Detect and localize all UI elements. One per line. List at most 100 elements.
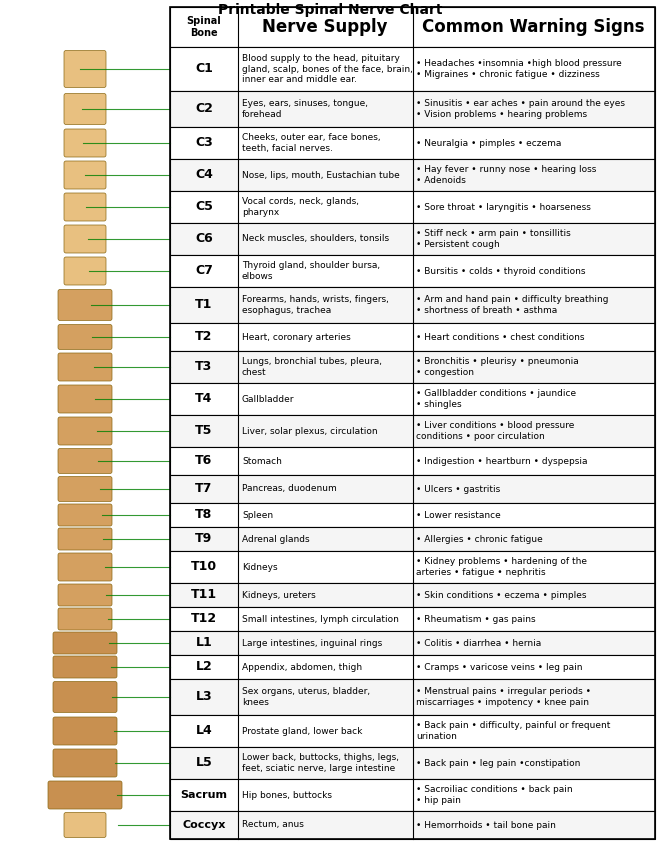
Text: • Hay fever • runny nose • hearing loss
• Adenoids: • Hay fever • runny nose • hearing loss … — [416, 165, 597, 184]
Text: Lower back, buttocks, thighs, legs,
feet, sciatic nerve, large intestine: Lower back, buttocks, thighs, legs, feet… — [242, 754, 399, 773]
Text: Gallbladder: Gallbladder — [242, 395, 294, 403]
FancyBboxPatch shape — [170, 159, 655, 191]
Text: Nerve Supply: Nerve Supply — [263, 18, 388, 36]
FancyBboxPatch shape — [170, 447, 655, 475]
Text: T12: T12 — [191, 612, 217, 626]
FancyBboxPatch shape — [170, 679, 655, 715]
FancyBboxPatch shape — [170, 655, 655, 679]
FancyBboxPatch shape — [48, 781, 122, 809]
Text: Eyes, ears, sinuses, tongue,
forehead: Eyes, ears, sinuses, tongue, forehead — [242, 99, 368, 119]
FancyBboxPatch shape — [64, 225, 106, 253]
FancyBboxPatch shape — [58, 449, 112, 473]
Text: Blood supply to the head, pituitary
gland, scalp, bones of the face, brain,
inne: Blood supply to the head, pituitary glan… — [242, 54, 412, 84]
FancyBboxPatch shape — [64, 257, 106, 285]
Text: Large intestines, inguinal rings: Large intestines, inguinal rings — [242, 638, 382, 647]
Text: C7: C7 — [195, 264, 213, 278]
FancyBboxPatch shape — [170, 551, 655, 583]
Text: T6: T6 — [195, 455, 213, 467]
Text: • Arm and hand pain • difficulty breathing
• shortness of breath • asthma: • Arm and hand pain • difficulty breathi… — [416, 296, 609, 315]
FancyBboxPatch shape — [170, 583, 655, 607]
FancyBboxPatch shape — [170, 127, 655, 159]
Text: T5: T5 — [195, 424, 213, 438]
Text: • Headaches •insomnia •high blood pressure
• Migraines • chronic fatigue • dizzi: • Headaches •insomnia •high blood pressu… — [416, 59, 622, 78]
FancyBboxPatch shape — [170, 351, 655, 383]
Text: • Sinusitis • ear aches • pain around the eyes
• Vision problems • hearing probl: • Sinusitis • ear aches • pain around th… — [416, 99, 626, 119]
FancyBboxPatch shape — [58, 290, 112, 321]
FancyBboxPatch shape — [170, 715, 655, 747]
Text: Neck muscles, shoulders, tonsils: Neck muscles, shoulders, tonsils — [242, 235, 389, 243]
Text: L4: L4 — [195, 724, 213, 738]
FancyBboxPatch shape — [53, 681, 117, 712]
Text: Sacrum: Sacrum — [180, 790, 228, 800]
Text: T8: T8 — [195, 509, 213, 521]
FancyBboxPatch shape — [64, 193, 106, 221]
Text: C6: C6 — [195, 232, 213, 246]
Text: Hip bones, buttocks: Hip bones, buttocks — [242, 791, 332, 800]
FancyBboxPatch shape — [58, 553, 112, 581]
FancyBboxPatch shape — [64, 161, 106, 189]
Text: C2: C2 — [195, 103, 213, 115]
FancyBboxPatch shape — [170, 475, 655, 503]
FancyBboxPatch shape — [20, 0, 165, 842]
Text: Appendix, abdomen, thigh: Appendix, abdomen, thigh — [242, 663, 362, 672]
Text: • Skin conditions • eczema • pimples: • Skin conditions • eczema • pimples — [416, 590, 587, 600]
Text: C4: C4 — [195, 168, 213, 182]
Text: C3: C3 — [195, 136, 213, 150]
FancyBboxPatch shape — [170, 47, 655, 91]
Text: T2: T2 — [195, 331, 213, 344]
Text: T3: T3 — [195, 360, 213, 374]
Text: L5: L5 — [195, 756, 213, 770]
Text: Rectum, anus: Rectum, anus — [242, 820, 304, 829]
Text: T9: T9 — [195, 532, 213, 546]
Text: • Sacroiliac conditions • back pain
• hip pain: • Sacroiliac conditions • back pain • hi… — [416, 786, 573, 805]
Text: L1: L1 — [195, 637, 213, 649]
FancyBboxPatch shape — [58, 608, 112, 630]
FancyBboxPatch shape — [170, 607, 655, 631]
Text: • Heart conditions • chest conditions: • Heart conditions • chest conditions — [416, 333, 585, 342]
Text: Adrenal glands: Adrenal glands — [242, 535, 310, 543]
Text: T7: T7 — [195, 482, 213, 495]
Text: Lungs, bronchial tubes, pleura,
chest: Lungs, bronchial tubes, pleura, chest — [242, 357, 382, 376]
Text: Small intestines, lymph circulation: Small intestines, lymph circulation — [242, 615, 399, 623]
FancyBboxPatch shape — [58, 477, 112, 502]
FancyBboxPatch shape — [58, 584, 112, 606]
FancyBboxPatch shape — [170, 287, 655, 323]
Text: • Cramps • varicose veins • leg pain: • Cramps • varicose veins • leg pain — [416, 663, 583, 672]
Text: Liver, solar plexus, circulation: Liver, solar plexus, circulation — [242, 427, 378, 435]
Text: • Bronchitis • pleurisy • pneumonia
• congestion: • Bronchitis • pleurisy • pneumonia • co… — [416, 357, 579, 376]
Text: Heart, coronary arteries: Heart, coronary arteries — [242, 333, 350, 342]
FancyBboxPatch shape — [170, 527, 655, 551]
Text: T11: T11 — [191, 589, 217, 601]
Text: Sex organs, uterus, bladder,
knees: Sex organs, uterus, bladder, knees — [242, 687, 370, 706]
Text: Nose, lips, mouth, Eustachian tube: Nose, lips, mouth, Eustachian tube — [242, 170, 400, 179]
Text: • Allergies • chronic fatigue: • Allergies • chronic fatigue — [416, 535, 543, 543]
FancyBboxPatch shape — [170, 191, 655, 223]
FancyBboxPatch shape — [170, 255, 655, 287]
Text: Kidneys: Kidneys — [242, 562, 277, 572]
FancyBboxPatch shape — [64, 51, 106, 88]
Text: • Stiff neck • arm pain • tonsillitis
• Persistent cough: • Stiff neck • arm pain • tonsillitis • … — [416, 229, 572, 248]
Text: • Back pain • leg pain •constipation: • Back pain • leg pain •constipation — [416, 759, 581, 768]
Text: • Menstrual pains • irregular periods •
miscarriages • impotency • knee pain: • Menstrual pains • irregular periods • … — [416, 687, 591, 706]
Text: • Hemorrhoids • tail bone pain: • Hemorrhoids • tail bone pain — [416, 820, 556, 829]
FancyBboxPatch shape — [0, 0, 168, 842]
Text: Spleen: Spleen — [242, 510, 273, 520]
FancyBboxPatch shape — [170, 7, 655, 47]
FancyBboxPatch shape — [53, 632, 117, 654]
Text: • Gallbladder conditions • jaundice
• shingles: • Gallbladder conditions • jaundice • sh… — [416, 389, 577, 408]
Text: • Lower resistance: • Lower resistance — [416, 510, 501, 520]
Text: Common Warning Signs: Common Warning Signs — [422, 18, 645, 36]
FancyBboxPatch shape — [64, 129, 106, 157]
FancyBboxPatch shape — [170, 383, 655, 415]
FancyBboxPatch shape — [170, 747, 655, 779]
Text: • Ulcers • gastritis: • Ulcers • gastritis — [416, 484, 501, 493]
Text: • Kidney problems • hardening of the
arteries • fatigue • nephritis: • Kidney problems • hardening of the art… — [416, 557, 587, 577]
Text: Spinal
Bone: Spinal Bone — [187, 16, 221, 38]
Text: Prostate gland, lower back: Prostate gland, lower back — [242, 727, 362, 736]
FancyBboxPatch shape — [170, 631, 655, 655]
FancyBboxPatch shape — [58, 324, 112, 349]
FancyBboxPatch shape — [58, 385, 112, 413]
FancyBboxPatch shape — [58, 417, 112, 445]
Text: Pancreas, duodenum: Pancreas, duodenum — [242, 484, 337, 493]
FancyBboxPatch shape — [53, 717, 117, 745]
